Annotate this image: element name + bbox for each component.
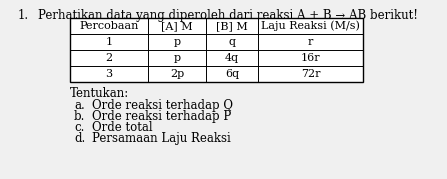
- Text: r: r: [308, 37, 313, 47]
- Text: q: q: [228, 37, 236, 47]
- Text: b.: b.: [74, 110, 85, 123]
- Text: Laju Reaksi (M/s): Laju Reaksi (M/s): [261, 21, 360, 31]
- Text: 3: 3: [105, 69, 113, 79]
- Text: Orde reaksi terhadap Q: Orde reaksi terhadap Q: [92, 99, 233, 112]
- Text: 6q: 6q: [225, 69, 239, 79]
- Text: Persamaan Laju Reaksi: Persamaan Laju Reaksi: [92, 132, 231, 145]
- Text: [B] M: [B] M: [216, 21, 248, 31]
- Text: 72r: 72r: [301, 69, 320, 79]
- Text: Orde total: Orde total: [92, 121, 152, 134]
- Text: 1: 1: [105, 37, 113, 47]
- Text: 4q: 4q: [225, 53, 239, 63]
- Text: 16r: 16r: [301, 53, 320, 63]
- Text: [A] M: [A] M: [161, 21, 193, 31]
- Text: 1.: 1.: [18, 9, 29, 22]
- Text: d.: d.: [74, 132, 85, 145]
- Text: Orde reaksi terhadap P: Orde reaksi terhadap P: [92, 110, 231, 123]
- Text: Perhatikan data yang diperoleh dari reaksi A + B → AB berikut!: Perhatikan data yang diperoleh dari reak…: [38, 9, 418, 22]
- Text: Percobaan: Percobaan: [79, 21, 139, 31]
- Text: c.: c.: [74, 121, 84, 134]
- Text: Tentukan:: Tentukan:: [70, 87, 129, 100]
- Text: 2: 2: [105, 53, 113, 63]
- Bar: [70, 18, 363, 82]
- Text: 2p: 2p: [170, 69, 184, 79]
- Text: a.: a.: [74, 99, 85, 112]
- Text: p: p: [173, 37, 181, 47]
- Text: p: p: [173, 53, 181, 63]
